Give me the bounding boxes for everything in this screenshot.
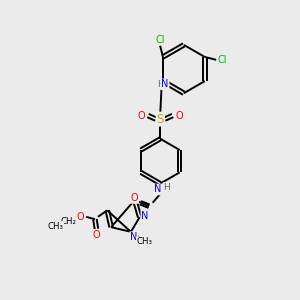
Text: H: H <box>164 183 170 192</box>
Text: Cl: Cl <box>155 35 165 45</box>
Text: CH₃: CH₃ <box>137 237 153 246</box>
Text: Cl: Cl <box>217 55 226 65</box>
Text: S: S <box>157 112 164 126</box>
Text: O: O <box>138 110 145 121</box>
Text: O: O <box>130 193 138 203</box>
Text: N: N <box>141 211 149 221</box>
Text: CH₃: CH₃ <box>47 222 64 231</box>
Text: N: N <box>154 184 162 194</box>
Text: CH₂: CH₂ <box>61 217 77 226</box>
Text: N: N <box>130 232 137 242</box>
Text: O: O <box>175 110 183 121</box>
Text: O: O <box>76 212 84 222</box>
Text: N: N <box>161 79 169 89</box>
Text: O: O <box>93 230 100 240</box>
Text: H: H <box>157 80 164 89</box>
